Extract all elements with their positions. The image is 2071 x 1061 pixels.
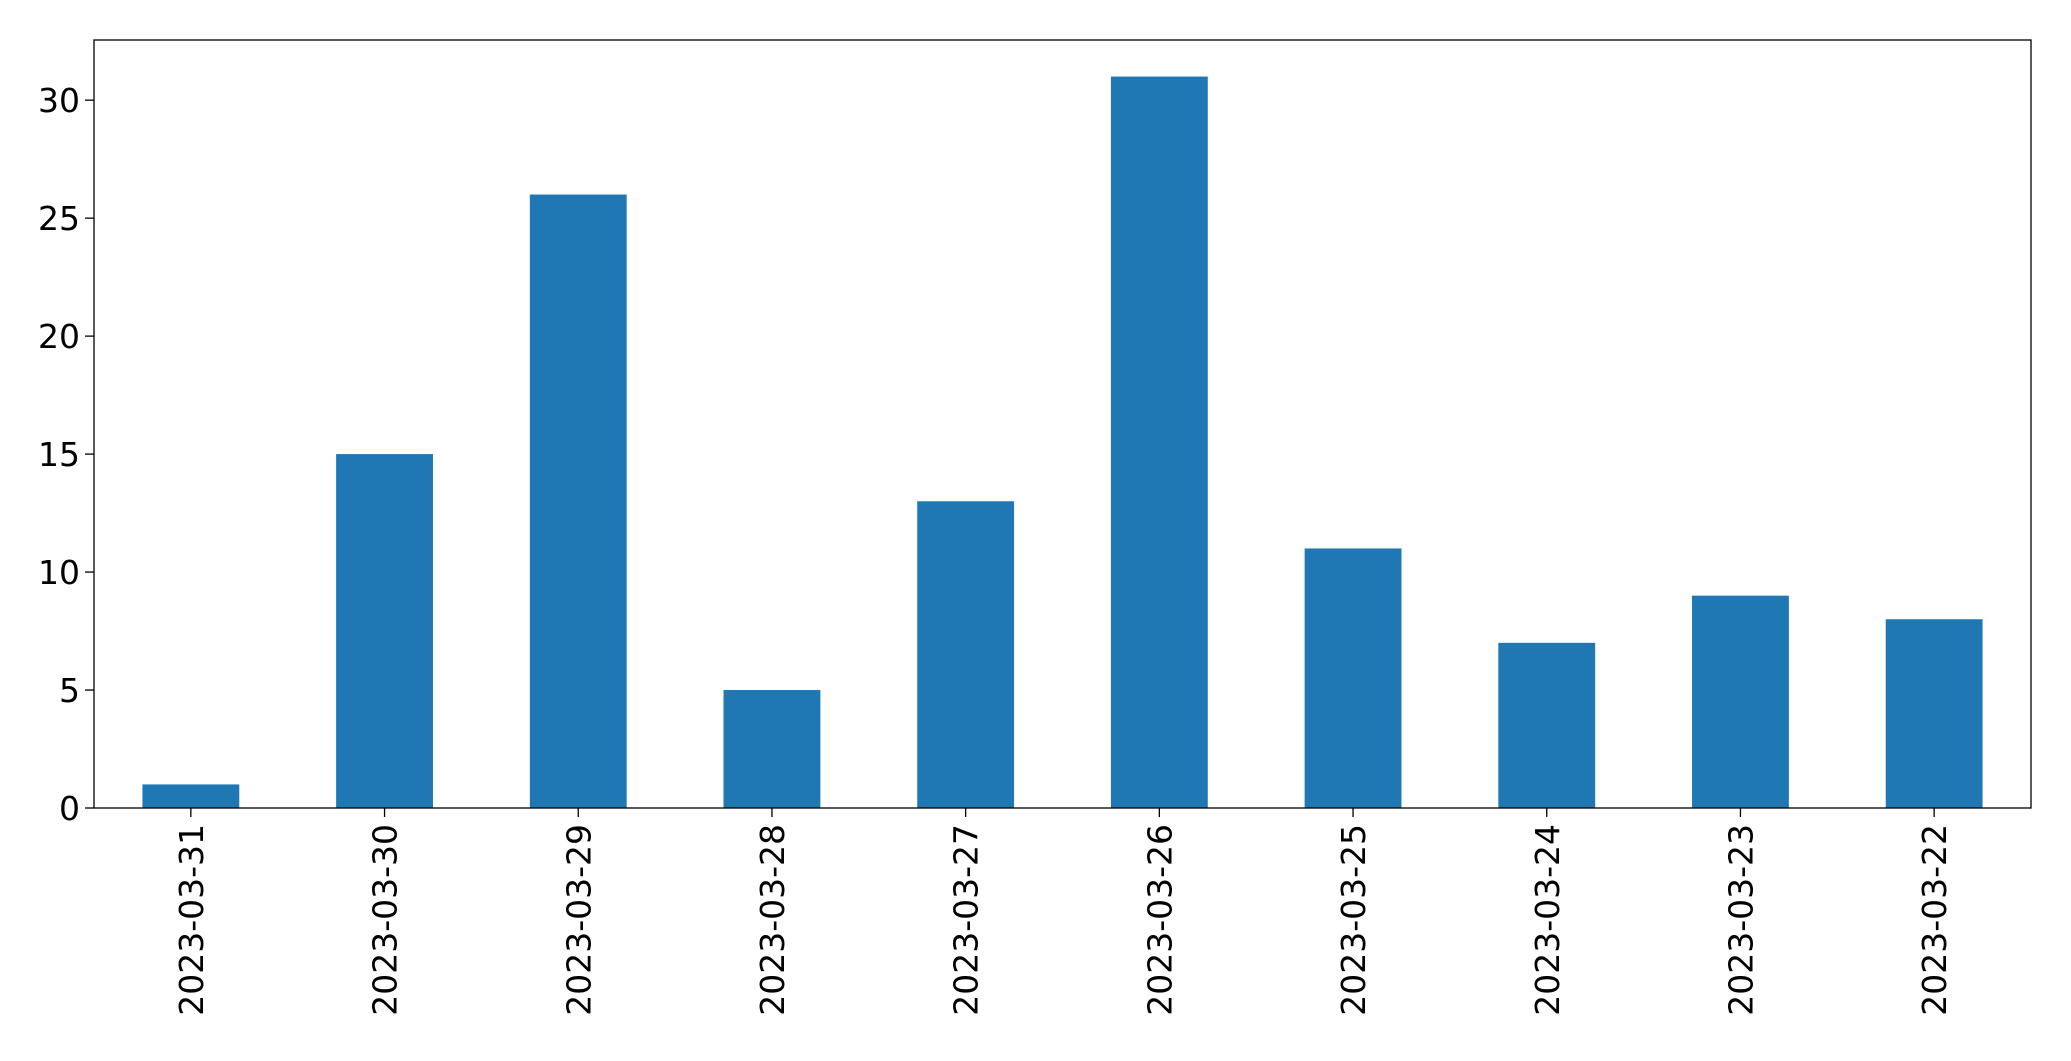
bar	[336, 454, 433, 808]
x-tick-label: 2023-03-30	[366, 824, 405, 1016]
y-tick-label: 0	[59, 789, 80, 828]
bar	[1304, 548, 1402, 808]
plot-frame	[93, 39, 2032, 809]
bar	[1498, 642, 1596, 808]
y-tick-label: 15	[38, 435, 80, 474]
bar	[723, 690, 821, 808]
x-tick-label: 2023-03-27	[947, 824, 986, 1016]
x-tick-label: 2023-03-31	[172, 824, 211, 1016]
y-tick-label: 10	[38, 553, 80, 592]
y-tick-label: 30	[38, 81, 80, 120]
y-tick-label: 20	[38, 317, 80, 356]
x-tick-label: 2023-03-23	[1721, 824, 1760, 1016]
x-tick-label: 2023-03-28	[753, 824, 792, 1016]
x-tick-label: 2023-03-29	[559, 824, 598, 1016]
bar	[1692, 595, 1789, 808]
bar	[529, 194, 627, 809]
x-tick-label: 2023-03-24	[1528, 824, 1567, 1016]
x-tick-label: 2023-03-26	[1140, 824, 1179, 1016]
bar	[1885, 619, 1983, 808]
bar	[142, 784, 240, 808]
bar	[917, 501, 1015, 808]
x-tick-label: 2023-03-22	[1915, 824, 1954, 1016]
y-tick-label: 5	[59, 671, 80, 710]
x-tick-label: 2023-03-25	[1334, 824, 1373, 1016]
bar	[1110, 76, 1208, 809]
y-tick-label: 25	[38, 199, 80, 238]
